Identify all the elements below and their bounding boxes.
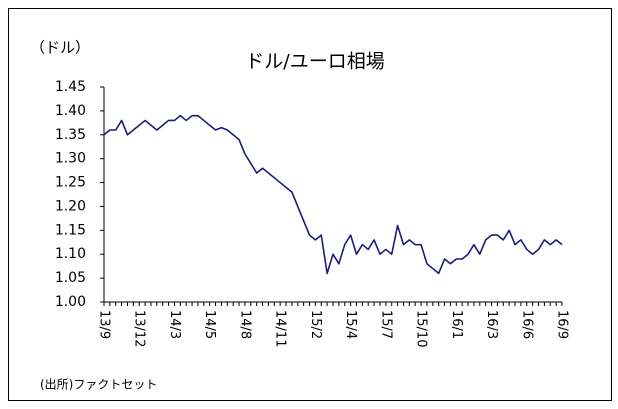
chart-title: ドル/ユーロ相場 xyxy=(245,51,384,73)
x-tick-label: 14/5 xyxy=(202,310,217,339)
x-tick-label: 16/9 xyxy=(555,310,570,339)
y-tick-label: 1.20 xyxy=(55,198,86,214)
x-tick-label: 16/1 xyxy=(449,310,464,339)
x-tick-label: 14/11 xyxy=(273,310,288,347)
frame xyxy=(8,8,612,401)
y-tick-label: 1.05 xyxy=(55,270,86,286)
y-tick-label: 1.45 xyxy=(55,79,86,95)
data-line xyxy=(103,114,563,275)
y-axis-label: （ドル） xyxy=(30,39,90,57)
x-tick-label: 16/6 xyxy=(519,310,534,339)
y-tick-label: 1.15 xyxy=(55,222,86,238)
source-note: (出所)ファクトセット xyxy=(40,378,157,392)
x-tick-label: 13/9 xyxy=(97,310,112,339)
x-tick-label: 14/8 xyxy=(237,310,252,339)
y-tick-label: 1.10 xyxy=(55,246,86,262)
x-tick-label: 15/4 xyxy=(343,310,358,339)
y-tick-label: 1.40 xyxy=(55,103,86,119)
x-tick-label: 16/3 xyxy=(484,310,499,339)
y-tick-label: 1.35 xyxy=(55,127,86,143)
y-tick-label: 1.25 xyxy=(55,175,86,191)
x-tick-label: 15/7 xyxy=(378,310,393,339)
y-tick-label: 1.30 xyxy=(55,151,86,167)
x-tick-label: 13/12 xyxy=(132,310,147,347)
x-tick-label: 15/10 xyxy=(414,310,429,347)
x-tick-label: 15/2 xyxy=(308,310,323,339)
x-tick-label: 14/3 xyxy=(167,310,182,339)
y-tick-label: 1.00 xyxy=(55,294,86,310)
